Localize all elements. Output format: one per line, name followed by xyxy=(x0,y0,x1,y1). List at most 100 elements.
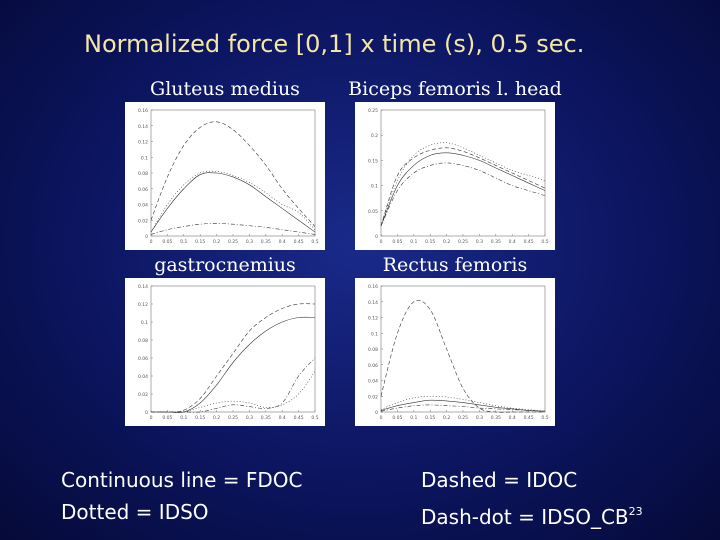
series-line-dotted xyxy=(150,170,316,233)
chart-panel-biceps: 0 0.05 0.1 0.15 0.2 0.25 0 0.05 0.1 0.15 0.2 0.25 0.… xyxy=(355,102,555,250)
x-tick-label: 0.25 xyxy=(228,239,238,245)
plot-frame xyxy=(150,285,316,413)
y-tick-label: 0 xyxy=(145,234,148,240)
y-tick-label: 0.16 xyxy=(368,284,378,290)
chart-panel-gluteus: 0 0.02 0.04 0.06 0.08 0.1 0.12 0.14 0.16 0 0.05 0.1… xyxy=(125,102,325,250)
y-tick-label: 0.04 xyxy=(138,374,148,380)
chart-panel-rectus: 0 0.02 0.04 0.06 0.08 0.1 0.12 0.14 0.16 0 0.05 0.1… xyxy=(355,278,555,426)
legend-dashdot-label: Dash-dot = IDSO_CB xyxy=(421,505,629,529)
y-tick-label: 0.04 xyxy=(138,203,148,209)
legend-dotted: Dotted = IDSO xyxy=(61,500,209,524)
x-tick-label: 0.45 xyxy=(524,239,534,245)
x-tick-label: 0 xyxy=(150,239,153,245)
x-tick-label: 0.15 xyxy=(425,239,435,245)
chart-title-biceps: Biceps femoris l. head xyxy=(348,78,562,100)
x-tick-label: 0.3 xyxy=(476,415,483,421)
x-tick-label: 0 xyxy=(380,415,383,421)
x-tick-label: 0.5 xyxy=(311,415,318,421)
x-tick-label: 0.4 xyxy=(509,239,516,245)
series-line-continuous xyxy=(380,399,546,412)
series-line-dashdot xyxy=(151,357,316,413)
x-tick-label: 0 xyxy=(150,415,153,421)
x-tick-label: 0.3 xyxy=(476,239,483,245)
chart-rectus-femoris: 0 0.02 0.04 0.06 0.08 0.1 0.12 0.14 0.16 0 0.05 0.1… xyxy=(368,284,549,421)
x-tick-label: 0.35 xyxy=(261,415,271,421)
y-tick-label: 0.12 xyxy=(368,316,378,322)
y-tick-label: 0.1 xyxy=(371,331,378,337)
series-line-dashed xyxy=(380,147,546,227)
y-tick-label: 0.12 xyxy=(138,140,148,146)
y-tick-label: 0.12 xyxy=(138,302,148,308)
x-tick-label: 0.5 xyxy=(311,239,318,245)
y-tick-label: 0.04 xyxy=(368,379,378,385)
chart-panel-gastrocnemius: 0 0.02 0.04 0.06 0.08 0.1 0.12 0.14 0 0.05 0.1 0.15… xyxy=(125,278,325,426)
y-tick-label: 0 xyxy=(375,234,378,240)
series-line-continuous xyxy=(150,172,316,233)
y-tick-label: 0.05 xyxy=(368,209,378,215)
series-line-dashed xyxy=(380,299,545,413)
x-tick-label: 0.5 xyxy=(541,415,548,421)
legend-dashdot: Dash-dot = IDSO_CB23 xyxy=(421,496,643,533)
legend-right: Dashed = IDOC Dash-dot = IDSO_CB23 xyxy=(421,464,643,533)
y-tick-label: 0.06 xyxy=(138,187,148,193)
x-tick-label: 0.05 xyxy=(162,239,172,245)
x-tick-label: 0.45 xyxy=(294,415,304,421)
y-tick-label: 0.1 xyxy=(141,155,148,161)
y-tick-label: 0 xyxy=(375,410,378,416)
plot-frame xyxy=(380,109,546,237)
x-tick-label: 0.5 xyxy=(541,239,548,245)
series-line-dashdot xyxy=(380,162,546,227)
y-tick-label: 0.08 xyxy=(138,338,148,344)
y-tick-label: 0.1 xyxy=(141,320,148,326)
x-tick-label: 0.35 xyxy=(261,239,271,245)
y-tick-label: 0.08 xyxy=(138,171,148,177)
x-tick-label: 0.1 xyxy=(410,415,417,421)
x-tick-label: 0.4 xyxy=(279,415,286,421)
series-line-dashed xyxy=(150,303,316,413)
x-tick-label: 0.4 xyxy=(509,415,516,421)
series-line-continuous xyxy=(380,152,546,227)
x-tick-label: 0.1 xyxy=(410,239,417,245)
legend-dashed: Dashed = IDOC xyxy=(421,468,578,492)
chart-biceps-femoris: 0 0.05 0.1 0.15 0.2 0.25 0 0.05 0.1 0.15 0.2 0.25 0.… xyxy=(368,108,549,245)
slide-title: Normalized force [0,1] x time (s), 0.5 s… xyxy=(84,30,585,58)
y-tick-label: 0.15 xyxy=(368,158,378,164)
y-tick-label: 0.06 xyxy=(138,356,148,362)
y-tick-label: 0 xyxy=(145,410,148,416)
y-tick-label: 0.16 xyxy=(138,108,148,114)
x-tick-label: 0.1 xyxy=(180,239,187,245)
x-tick-label: 0.05 xyxy=(392,239,402,245)
plot-frame xyxy=(150,109,316,237)
y-tick-label: 0.14 xyxy=(368,300,378,306)
y-tick-label: 0.02 xyxy=(138,392,148,398)
y-tick-label: 0.06 xyxy=(368,363,378,369)
chart-title-gastrocnemius: gastrocnemius xyxy=(154,254,296,276)
series-line-dashdot xyxy=(380,404,546,412)
x-tick-label: 0.15 xyxy=(195,239,205,245)
x-tick-label: 0.3 xyxy=(246,239,253,245)
x-tick-label: 0.25 xyxy=(458,415,468,421)
legend-left: Continuous line = FDOC Dotted = IDSO xyxy=(61,464,303,528)
x-tick-label: 0.45 xyxy=(524,415,534,421)
x-tick-label: 0.2 xyxy=(213,239,220,245)
y-tick-label: 0.08 xyxy=(368,347,378,353)
x-tick-label: 0.2 xyxy=(443,415,450,421)
y-tick-label: 0.2 xyxy=(371,133,378,139)
x-tick-label: 0.15 xyxy=(425,415,435,421)
chart-gastrocnemius: 0 0.02 0.04 0.06 0.08 0.1 0.12 0.14 0 0.05 0.1 0.15… xyxy=(138,284,319,421)
series-line-dotted xyxy=(380,395,546,412)
y-tick-label: 0.02 xyxy=(368,394,378,400)
x-tick-label: 0.15 xyxy=(195,415,205,421)
x-tick-label: 0.05 xyxy=(392,415,402,421)
y-tick-label: 0.02 xyxy=(138,218,148,224)
series-line-dashdot xyxy=(150,223,316,235)
chart-title-rectus: Rectus femoris xyxy=(382,254,528,276)
y-tick-label: 0.1 xyxy=(371,184,378,190)
series-line-continuous xyxy=(151,316,316,413)
series-line-dashed xyxy=(150,121,316,227)
x-tick-label: 0.05 xyxy=(162,415,172,421)
x-tick-label: 0 xyxy=(380,239,383,245)
x-tick-label: 0.35 xyxy=(491,415,501,421)
x-tick-label: 0.1 xyxy=(180,415,187,421)
x-tick-label: 0.3 xyxy=(246,415,253,421)
